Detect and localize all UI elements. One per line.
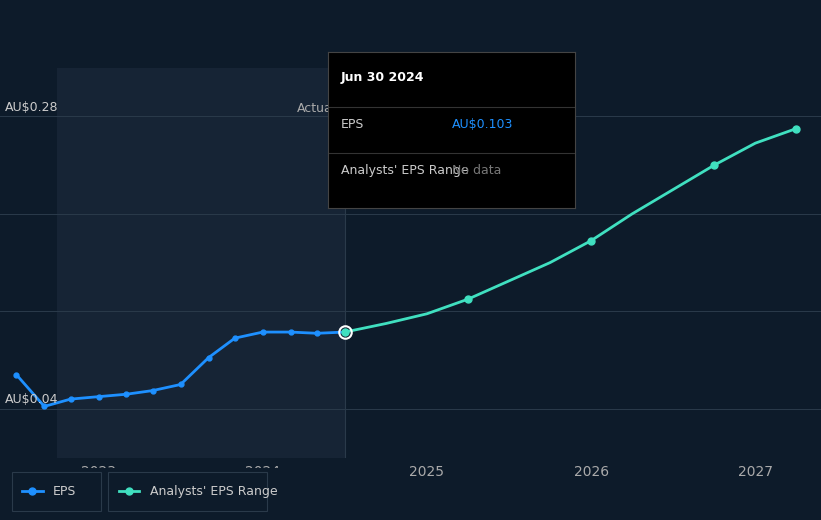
Text: AU$0.28: AU$0.28 [5,101,58,114]
Text: AU$0.04: AU$0.04 [5,394,58,407]
Text: Analysts' EPS Range: Analysts' EPS Range [149,485,277,498]
Text: Jun 30 2024: Jun 30 2024 [341,71,424,84]
FancyBboxPatch shape [11,472,101,511]
Bar [57,68,345,458]
Text: AU$0.103: AU$0.103 [452,118,513,131]
Text: Analysts Forecasts: Analysts Forecasts [353,102,470,115]
FancyBboxPatch shape [108,472,267,511]
Text: EPS: EPS [53,485,76,498]
Text: Analysts' EPS Range: Analysts' EPS Range [341,164,468,177]
Text: EPS: EPS [341,118,364,131]
Text: No data: No data [452,164,501,177]
Text: Actual: Actual [297,102,337,115]
